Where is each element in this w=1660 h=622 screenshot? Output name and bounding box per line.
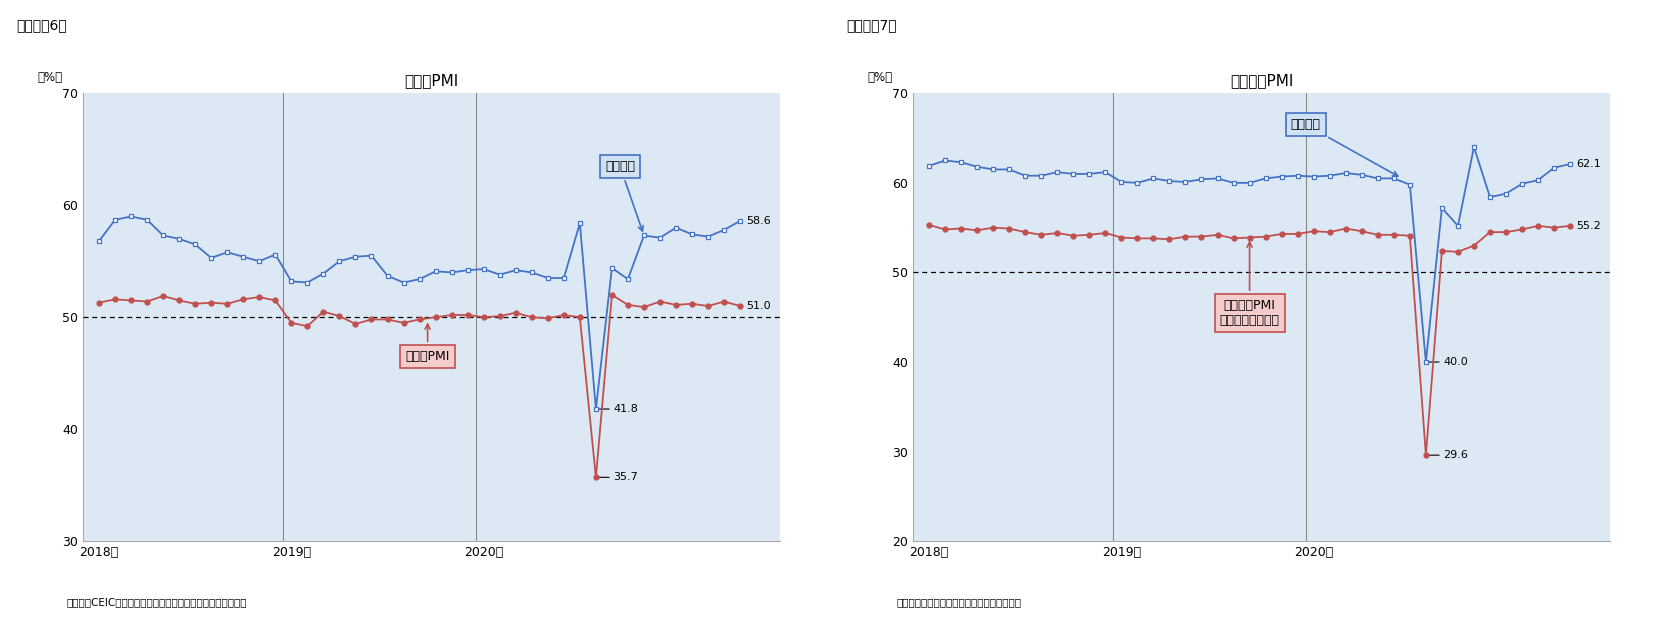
Text: 40.0: 40.0 [1444, 357, 1467, 367]
Text: 41.8: 41.8 [614, 404, 639, 414]
Title: 製造業PMI: 製造業PMI [405, 73, 458, 88]
Text: 51.0: 51.0 [747, 301, 772, 311]
Text: （図表－7）: （図表－7） [847, 19, 896, 33]
Text: （%）: （%） [868, 72, 893, 85]
Text: 予想指数: 予想指数 [1291, 118, 1398, 176]
Text: （図表－6）: （図表－6） [17, 19, 68, 33]
Text: （%）: （%） [38, 72, 63, 85]
Text: （資料）CEIC（出所は中国国家統計局）のデータを元に作成: （資料）CEIC（出所は中国国家統計局）のデータを元に作成 [66, 597, 247, 607]
Text: 55.2: 55.2 [1577, 221, 1602, 231]
Text: 予想指数: 予想指数 [604, 160, 642, 231]
Title: 非製造業PMI: 非製造業PMI [1230, 73, 1293, 88]
Text: 製造業PMI: 製造業PMI [405, 324, 450, 363]
Text: 62.1: 62.1 [1577, 159, 1602, 169]
Text: 29.6: 29.6 [1444, 450, 1469, 460]
Text: 58.6: 58.6 [747, 216, 772, 226]
Text: （資料）中国国家統計局のデータを元に作成: （資料）中国国家統計局のデータを元に作成 [896, 597, 1021, 607]
Text: 非製造業PMI
（商務活動指数）: 非製造業PMI （商務活動指数） [1220, 242, 1280, 327]
Text: 35.7: 35.7 [614, 472, 637, 482]
